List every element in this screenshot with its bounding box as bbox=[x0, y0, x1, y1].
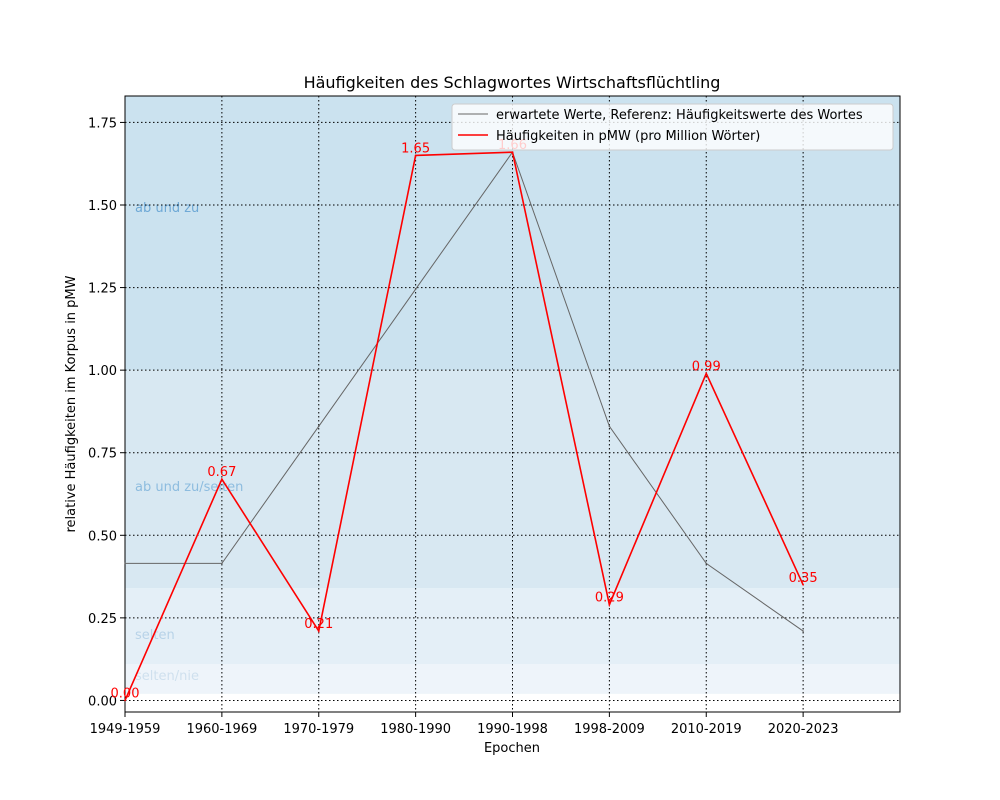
series-line-observed bbox=[124, 151, 804, 701]
x-tick-label: 1980-1990 bbox=[380, 722, 451, 737]
x-tick-label: 2010-2019 bbox=[671, 722, 742, 737]
data-label: 0.67 bbox=[207, 465, 236, 480]
data-point bbox=[705, 372, 708, 375]
data-point bbox=[317, 630, 320, 632]
data-point bbox=[221, 478, 223, 480]
data-label: 0.99 bbox=[692, 359, 721, 374]
data-label: 0.29 bbox=[595, 591, 624, 606]
x-tick-label: 1970-1979 bbox=[283, 722, 354, 737]
x-tick-label: 1949-1959 bbox=[90, 722, 161, 737]
legend-entry: erwartete Werte, Referenz: Häufigkeitswe… bbox=[496, 108, 863, 123]
chart-title: Häufigkeiten des Schlagwortes Wirtschaft… bbox=[304, 73, 721, 92]
y-tick-label: 1.75 bbox=[88, 116, 117, 131]
legend-entry: Häufigkeiten in pMW (pro Million Wörter) bbox=[496, 129, 760, 144]
y-tick-label: 1.25 bbox=[88, 282, 117, 297]
data-point bbox=[608, 603, 611, 606]
data-point bbox=[414, 154, 417, 157]
series-line-expected bbox=[125, 151, 804, 632]
data-point bbox=[802, 630, 804, 632]
y-tick-label: 0.75 bbox=[88, 447, 117, 462]
band-label: ab und zu bbox=[135, 201, 199, 216]
data-label: 0.35 bbox=[789, 571, 818, 586]
data-point bbox=[221, 562, 223, 565]
legend: erwartete Werte, Referenz: Häufigkeitswe… bbox=[451, 103, 894, 151]
y-tick-label: 0.25 bbox=[88, 612, 117, 627]
y-axis-label: relative Häufigkeiten im Korpus in pMW bbox=[64, 275, 79, 532]
band-ab-und-zu-selten bbox=[125, 370, 900, 589]
y-tick-label: 1.50 bbox=[88, 199, 117, 214]
data-point bbox=[802, 584, 804, 586]
data-label: 0.00 bbox=[111, 686, 140, 701]
data-point bbox=[511, 151, 514, 153]
data-point bbox=[124, 562, 126, 565]
data-point bbox=[317, 425, 320, 428]
legend-box bbox=[451, 103, 894, 151]
band-label: selten bbox=[135, 628, 175, 643]
data-point bbox=[705, 562, 708, 565]
data-label: 0.21 bbox=[304, 617, 333, 632]
x-axis-label: Epochen bbox=[484, 741, 540, 756]
y-tick-label: 0.50 bbox=[88, 529, 117, 544]
data-point bbox=[608, 425, 611, 428]
x-tick-label: 2020-2023 bbox=[768, 722, 839, 737]
data-point bbox=[124, 699, 126, 702]
band-label: selten/nie bbox=[135, 669, 199, 684]
y-tick-label: 0.00 bbox=[88, 694, 117, 709]
y-tick-label: 1.00 bbox=[88, 364, 117, 379]
data-point bbox=[414, 288, 417, 291]
x-tick-label: 1990-1998 bbox=[477, 722, 548, 737]
x-tick-label: 1960-1969 bbox=[186, 722, 257, 737]
x-tick-label: 1998-2009 bbox=[574, 722, 645, 737]
data-label: 1.65 bbox=[401, 141, 430, 156]
